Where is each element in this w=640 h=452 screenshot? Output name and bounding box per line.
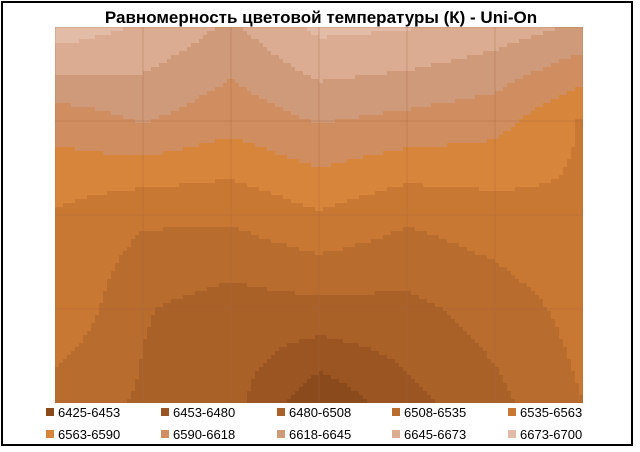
legend-swatch bbox=[392, 408, 400, 416]
legend-label: 6425-6453 bbox=[58, 404, 121, 420]
legend-item: 6673-6700 bbox=[508, 426, 582, 442]
legend-item: 6563-6590 bbox=[46, 426, 120, 442]
legend-swatch bbox=[46, 430, 54, 438]
legend-swatch bbox=[161, 408, 169, 416]
legend-label: 6508-6535 bbox=[404, 404, 467, 420]
legend-item: 6453-6480 bbox=[161, 404, 235, 420]
legend-label: 6673-6700 bbox=[520, 426, 583, 442]
legend-label: 6480-6508 bbox=[289, 404, 352, 420]
legend-label: 6563-6590 bbox=[58, 426, 121, 442]
legend-label: 6590-6618 bbox=[173, 426, 236, 442]
legend-item: 6425-6453 bbox=[46, 404, 120, 420]
chart-title: Равномерность цветовой температуры (К) -… bbox=[104, 8, 538, 27]
legend-item: 6480-6508 bbox=[277, 404, 351, 420]
legend-label: 6453-6480 bbox=[173, 404, 236, 420]
contour-plot-area bbox=[55, 27, 583, 403]
legend-item: 6618-6645 bbox=[277, 426, 351, 442]
legend-swatch bbox=[277, 430, 285, 438]
legend-swatch bbox=[508, 408, 516, 416]
legend-swatch bbox=[392, 430, 400, 438]
legend-label: 6645-6673 bbox=[404, 426, 467, 442]
legend-swatch bbox=[46, 408, 54, 416]
legend-swatch bbox=[277, 408, 285, 416]
contour-fill bbox=[55, 27, 583, 403]
legend-label: 6618-6645 bbox=[289, 426, 352, 442]
legend-item: 6590-6618 bbox=[161, 426, 235, 442]
legend-swatch bbox=[161, 430, 169, 438]
legend-swatch bbox=[508, 430, 516, 438]
legend-item: 6535-6563 bbox=[508, 404, 582, 420]
legend-item: 6508-6535 bbox=[392, 404, 466, 420]
grid-lines bbox=[55, 27, 583, 403]
legend-item: 6645-6673 bbox=[392, 426, 466, 442]
legend-label: 6535-6563 bbox=[520, 404, 583, 420]
